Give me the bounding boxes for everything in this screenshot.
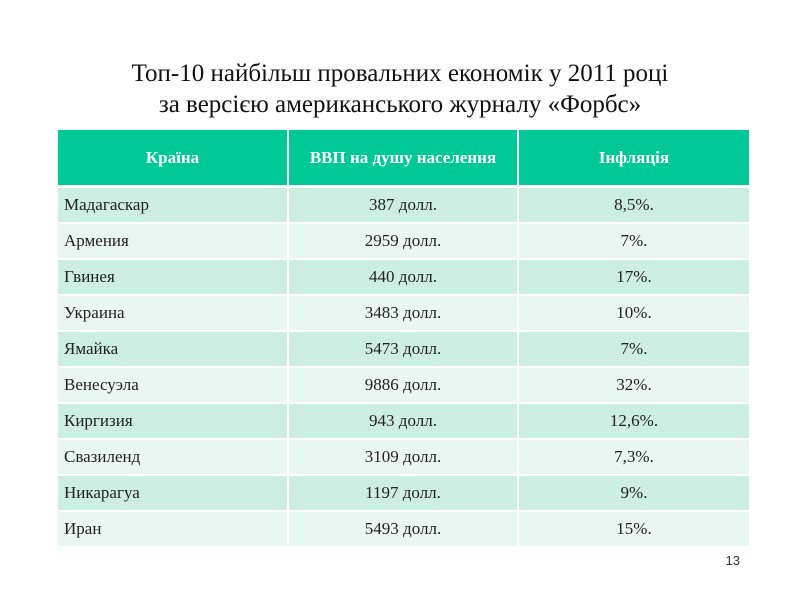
table-row: Никарагуа 1197 долл. 9%. bbox=[58, 475, 749, 512]
slide-title-line-1: Топ-10 найбільш провальних економік у 20… bbox=[131, 60, 669, 87]
table-row: Гвинея 440 долл. 17%. bbox=[58, 259, 749, 296]
table-row: Ямайка 5473 долл. 7%. bbox=[58, 331, 749, 368]
header-country: Країна bbox=[58, 130, 289, 188]
table-header-row: Країна ВВП на душу населення Інфляція bbox=[58, 130, 749, 188]
cell-country: Армения bbox=[58, 223, 289, 260]
cell-inflation: 9%. bbox=[518, 475, 749, 512]
economies-table: Країна ВВП на душу населення Інфляція Ма… bbox=[58, 130, 749, 548]
cell-country: Ямайка bbox=[58, 331, 289, 368]
cell-gdp: 2959 долл. bbox=[288, 223, 519, 260]
table-row: Украина 3483 долл. 10%. bbox=[58, 295, 749, 332]
cell-country: Мадагаскар bbox=[58, 186, 289, 224]
cell-gdp: 5493 долл. bbox=[288, 511, 519, 548]
cell-inflation: 17%. bbox=[518, 259, 749, 296]
cell-inflation: 10%. bbox=[518, 295, 749, 332]
cell-country: Венесуэла bbox=[58, 367, 289, 404]
slide-title: Топ-10 найбільш провальних економік у 20… bbox=[0, 58, 800, 120]
cell-inflation: 7%. bbox=[518, 331, 749, 368]
cell-country: Свазиленд bbox=[58, 439, 289, 476]
cell-gdp: 3109 долл. bbox=[288, 439, 519, 476]
table-row: Иран 5493 долл. 15%. bbox=[58, 511, 749, 548]
cell-gdp: 3483 долл. bbox=[288, 295, 519, 332]
header-gdp-per-capita: ВВП на душу населення bbox=[288, 130, 519, 188]
cell-gdp: 5473 долл. bbox=[288, 331, 519, 368]
table-row: Армения 2959 долл. 7%. bbox=[58, 223, 749, 260]
cell-country: Киргизия bbox=[58, 403, 289, 440]
table-row: Венесуэла 9886 долл. 32%. bbox=[58, 367, 749, 404]
cell-country: Гвинея bbox=[58, 259, 289, 296]
cell-inflation: 32%. bbox=[518, 367, 749, 404]
slide-title-line-2: за версією американського журналу «Форбс… bbox=[158, 91, 642, 118]
cell-inflation: 8,5%. bbox=[518, 186, 749, 224]
cell-inflation: 12,6%. bbox=[518, 403, 749, 440]
table-row: Свазиленд 3109 долл. 7,3%. bbox=[58, 439, 749, 476]
cell-inflation: 7%. bbox=[518, 223, 749, 260]
cell-country: Иран bbox=[58, 511, 289, 548]
cell-gdp: 387 долл. bbox=[288, 186, 519, 224]
page-number: 13 bbox=[725, 553, 740, 568]
cell-gdp: 9886 долл. bbox=[288, 367, 519, 404]
table-row: Мадагаскар 387 долл. 8,5%. bbox=[58, 186, 749, 224]
cell-gdp: 1197 долл. bbox=[288, 475, 519, 512]
table-row: Киргизия 943 долл. 12,6%. bbox=[58, 403, 749, 440]
cell-inflation: 15%. bbox=[518, 511, 749, 548]
cell-country: Никарагуа bbox=[58, 475, 289, 512]
cell-gdp: 440 долл. bbox=[288, 259, 519, 296]
cell-gdp: 943 долл. bbox=[288, 403, 519, 440]
cell-inflation: 7,3%. bbox=[518, 439, 749, 476]
header-inflation: Інфляція bbox=[518, 130, 749, 188]
cell-country: Украина bbox=[58, 295, 289, 332]
